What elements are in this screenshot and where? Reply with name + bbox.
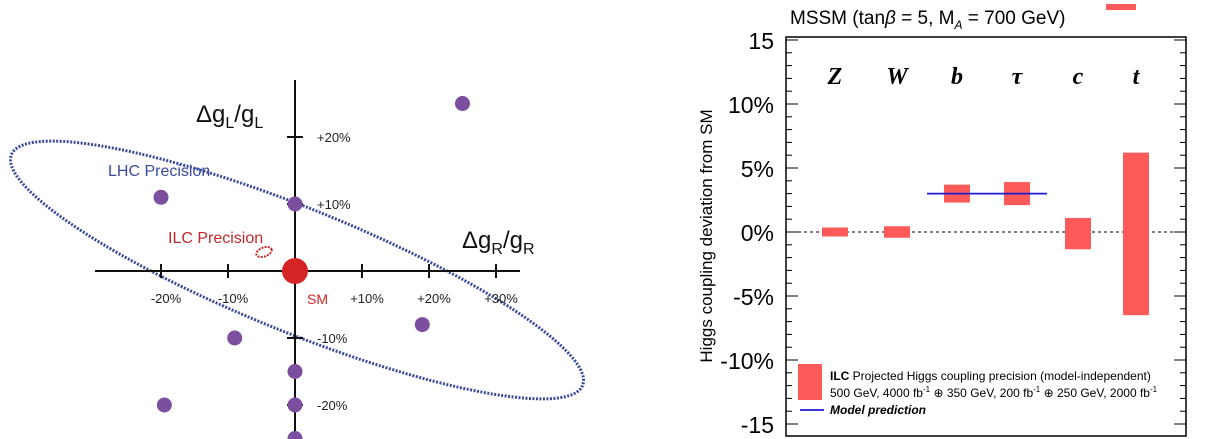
y-tick-label: -10% [317, 331, 348, 346]
y-tick-label: 15 [748, 28, 774, 54]
model-point [287, 397, 303, 413]
category-label: c [1073, 64, 1084, 90]
plot-frame [785, 36, 1187, 437]
y-tick-label: -20% [317, 398, 348, 413]
category-label: Z [827, 64, 843, 90]
y-axis-title: Higgs coupling deviation from SM [697, 109, 716, 362]
model-point [287, 196, 303, 212]
legend-line2: 500 GeV, 4000 fb-1 ⊕ 350 GeV, 200 fb-1 ⊕… [830, 385, 1158, 400]
x-tick-label: +20% [417, 291, 451, 306]
sm-point [282, 258, 308, 284]
y-tick-label: -10% [720, 348, 774, 374]
legend-model-label: Model prediction [830, 403, 926, 417]
model-point [287, 364, 303, 379]
sm-label: SM [307, 291, 328, 307]
y-tick-label: 5% [741, 156, 774, 182]
model-point [287, 431, 303, 439]
top-legend-fragment [1106, 4, 1136, 10]
x-tick-label: +10% [350, 291, 384, 306]
legend-bar-swatch [798, 364, 822, 400]
model-point [153, 189, 169, 205]
category-label: t [1133, 64, 1141, 90]
model-point [455, 96, 470, 111]
y-tick-label: +20% [317, 130, 351, 145]
lhc-precision-label: LHC Precision [108, 163, 210, 180]
precision-bar [1065, 217, 1091, 250]
precision-bar [1123, 152, 1149, 316]
ilc-precision-ellipse [255, 245, 273, 259]
x-axis-title: ΔgR/gR [462, 227, 535, 258]
category-label: W [886, 64, 909, 90]
model-point [227, 330, 243, 346]
y-tick-label: -15 [741, 412, 774, 438]
category-label: b [951, 64, 963, 90]
legend-line1: ILC Projected Higgs coupling precision (… [830, 369, 1151, 383]
precision-bar [822, 227, 848, 237]
model-point [414, 317, 430, 333]
x-tick-label: -10% [218, 291, 249, 306]
x-tick-label: +30% [484, 291, 518, 306]
y-tick-label: 10% [728, 92, 774, 118]
left-scatter-plot: -20% -10% +10% +20% +30% -20% -10% +10% +20% SM Δg… [8, 80, 586, 439]
chart-title: MSSM (tanβ = 5, MA = 700 GeV) [790, 8, 1066, 32]
model-point [156, 397, 172, 413]
lhc-precision-ellipse [8, 139, 586, 401]
precision-bar [884, 226, 910, 238]
y-axis-title: ΔgL/gL [196, 101, 263, 132]
y-tick-label: +10% [317, 197, 351, 212]
y-tick-label: -5% [733, 284, 774, 310]
category-label: τ [1012, 64, 1024, 90]
ilc-precision-label: ILC Precision [168, 230, 263, 247]
y-tick-label: 0% [741, 220, 774, 246]
x-tick-label: -20% [151, 291, 182, 306]
